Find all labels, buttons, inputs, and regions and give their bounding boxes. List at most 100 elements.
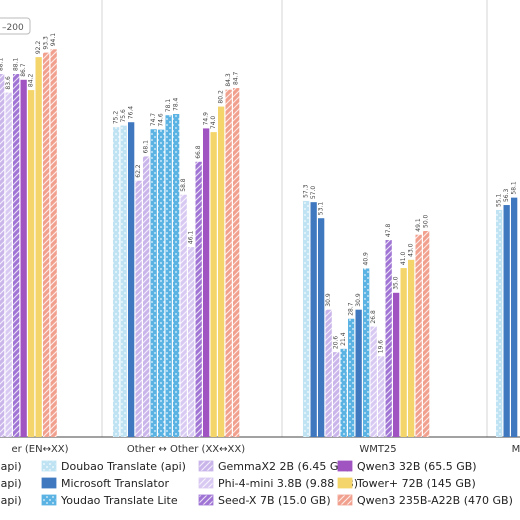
bar [218, 106, 225, 438]
bar-value-label: 35.0 [393, 276, 400, 290]
bar-value-label: 94.1 [50, 33, 57, 47]
bar [20, 79, 27, 438]
bar-value-label: 84.7 [233, 71, 240, 85]
bar [113, 127, 120, 438]
bar [233, 88, 240, 437]
bar [50, 49, 57, 438]
bar [355, 309, 362, 437]
bar [195, 161, 202, 437]
bar-value-label: 84.2 [28, 74, 35, 88]
legend-swatch [41, 460, 57, 472]
bar-value-label: 74.7 [150, 113, 157, 127]
legend-label: Qwen3 32B (65.5 GB) [357, 460, 477, 473]
bar-value-label: 62.2 [135, 164, 142, 178]
legend-swatch [41, 494, 57, 506]
legend-swatch [337, 460, 353, 472]
legend-label: Microsoft Translator [61, 477, 169, 490]
bar-value-label: 88.1 [0, 57, 5, 71]
bar [5, 92, 12, 438]
bar [340, 348, 347, 437]
bar [188, 247, 195, 437]
bar [378, 356, 385, 437]
bar-value-label: 74.9 [203, 112, 210, 126]
bar-value-label: 75.2 [113, 111, 120, 125]
bar [13, 74, 20, 437]
bar [203, 128, 210, 438]
bar-value-label: 88.1 [13, 57, 20, 71]
bar [165, 115, 172, 437]
bar-value-label: 80.2 [218, 90, 225, 104]
bar [333, 352, 340, 437]
bar-value-label: 83.6 [5, 76, 12, 90]
bar [0, 74, 5, 437]
bar-value-label: 20.6 [333, 336, 340, 350]
bar-value-label: 26.8 [370, 310, 377, 324]
bar-value-label: 75.6 [120, 109, 127, 123]
bar-value-label: 21.4 [340, 332, 347, 346]
bar-value-label: 40.9 [363, 252, 370, 266]
bar [393, 292, 400, 437]
x-tick-label: er (EN↔XX) [11, 444, 68, 455]
bar [348, 318, 355, 437]
bar [35, 57, 42, 438]
bar [143, 156, 150, 438]
bar [180, 194, 187, 437]
legend-swatch [198, 494, 214, 506]
bar [496, 209, 503, 437]
bar-value-label: 57.3 [303, 184, 310, 198]
bar-value-label: 49.1 [415, 218, 422, 232]
bar-value-label: 50.0 [423, 214, 430, 228]
bar-value-label: 74.0 [210, 116, 217, 130]
legend-label: ate (api) [0, 477, 22, 490]
bar-value-label: 58.1 [511, 181, 518, 195]
bar [423, 231, 430, 437]
bar [173, 113, 180, 437]
bar [310, 202, 317, 437]
bar-value-label: 53.1 [318, 202, 325, 216]
bar [415, 234, 422, 437]
bar-value-label: 86.7 [20, 63, 27, 77]
legend-swatch [41, 477, 57, 489]
bar-value-label: 74.6 [158, 113, 165, 127]
bar [511, 197, 518, 437]
bar-value-label: 55.1 [496, 193, 503, 207]
bar [28, 90, 35, 437]
bar [120, 125, 127, 437]
x-tick-label: WMT25 [359, 444, 396, 455]
bar-value-label: 47.8 [385, 224, 392, 238]
corner-label-box [0, 17, 31, 35]
legend-swatch [337, 477, 353, 489]
bar-value-label: 84.3 [225, 73, 232, 87]
legend-label: Youdao Translate Lite [60, 494, 178, 507]
bar [303, 200, 310, 437]
bar-value-label: 46.1 [188, 231, 195, 245]
legend-swatch [337, 494, 353, 506]
legend-label: Tower+ 72B (145 GB) [356, 477, 476, 490]
bar-value-label: 66.8 [195, 145, 202, 159]
bar [325, 309, 332, 437]
bar-value-label: 30.9 [325, 293, 332, 307]
bar [150, 129, 157, 437]
bar [225, 89, 232, 438]
bar-value-label: 41.0 [400, 252, 407, 266]
x-tick-label: M [512, 444, 520, 455]
bar-value-label: 68.1 [143, 140, 150, 154]
bar [363, 268, 370, 437]
corner-label: –200 [2, 23, 24, 33]
bar [210, 132, 217, 437]
legend-label: Seed-X 7B (15.0 GB) [218, 494, 331, 507]
bar [370, 326, 377, 437]
bar-value-label: 43.0 [408, 243, 415, 257]
bar [135, 180, 142, 437]
legend-swatch [198, 477, 214, 489]
x-tick-label: Other ↔ Other (XX↔XX) [127, 444, 245, 455]
bar [43, 52, 50, 437]
bar-value-label: 30.9 [355, 293, 362, 307]
bar-value-label: 76.4 [128, 106, 135, 120]
bar [385, 240, 392, 437]
legend-label: ate (api) [0, 460, 22, 473]
bar [318, 218, 325, 437]
bar-value-label: 56.3 [503, 189, 510, 203]
bar-value-label: 92.2 [35, 41, 42, 55]
